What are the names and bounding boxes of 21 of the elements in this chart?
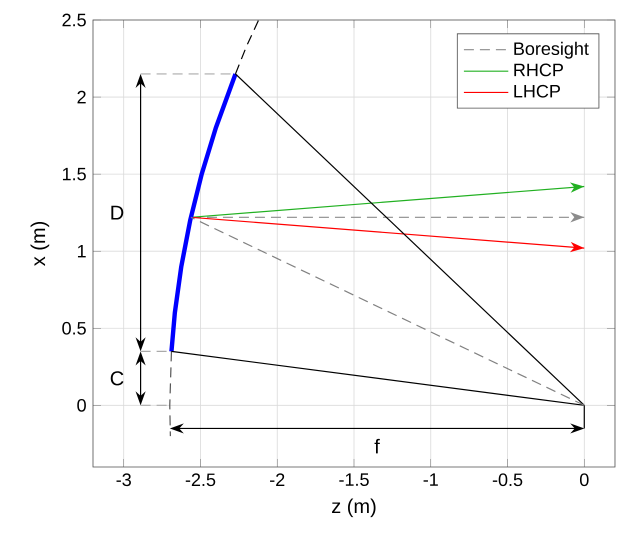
x-tick-label: -1.5 xyxy=(339,473,369,486)
legend-label: LHCP xyxy=(514,84,560,98)
x-tick-label: -0.5 xyxy=(492,473,522,486)
annotation: D xyxy=(111,206,124,220)
annotation: f xyxy=(374,438,380,454)
legend-label: RHCP xyxy=(514,64,563,76)
x-axis-title: z (m) xyxy=(332,498,376,518)
legend-label: Boresight xyxy=(514,42,589,59)
y-tick-label: 1.5 xyxy=(62,168,86,180)
y-axis-title: x (m) xyxy=(30,222,50,266)
x-tick-label: -1 xyxy=(424,473,438,486)
y-tick-label: 0.5 xyxy=(62,322,86,335)
y-tick-label: 0 xyxy=(77,398,86,412)
x-tick-label: -2.5 xyxy=(186,473,216,486)
y-tick-label: 1 xyxy=(78,245,86,258)
y-tick-label: 2 xyxy=(78,90,86,104)
x-tick-label: -2 xyxy=(270,473,284,486)
annotation: C xyxy=(110,371,124,386)
x-tick-label: 0 xyxy=(580,473,589,486)
y-tick-label: 2.5 xyxy=(62,14,86,26)
x-tick-label: -3 xyxy=(116,473,131,486)
